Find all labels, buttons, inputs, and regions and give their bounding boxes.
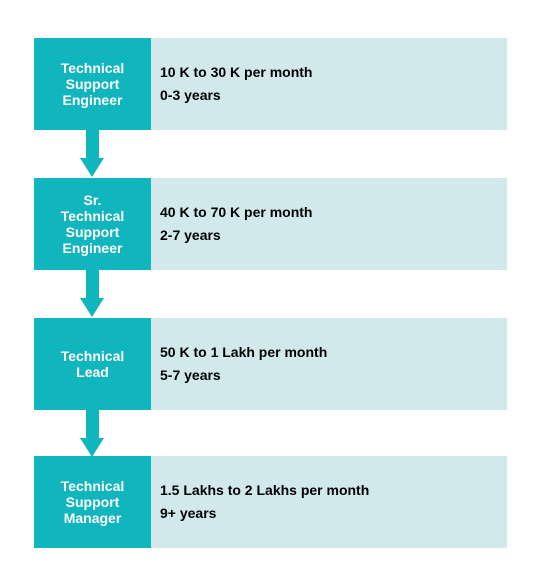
role-box: Technical Support Manager: [34, 456, 151, 548]
down-arrow-icon: [80, 270, 105, 318]
career-stage: Technical Lead 50 K to 1 Lakh per month …: [34, 318, 507, 410]
experience-text: 2-7 years: [160, 227, 221, 243]
career-stage: Sr. Technical Support Engineer 40 K to 7…: [34, 178, 507, 270]
info-box: 40 K to 70 K per month 2-7 years: [151, 178, 507, 270]
career-stage: Technical Support Manager 1.5 Lakhs to 2…: [34, 456, 507, 548]
role-box: Technical Lead: [34, 318, 151, 410]
career-stage: Technical Support Engineer 10 K to 30 K …: [34, 38, 507, 130]
salary-text: 40 K to 70 K per month: [160, 204, 313, 220]
experience-text: 9+ years: [160, 505, 217, 521]
down-arrow-icon: [80, 130, 105, 178]
role-box: Sr. Technical Support Engineer: [34, 178, 151, 270]
role-title: Technical Lead: [60, 348, 125, 380]
experience-text: 0-3 years: [160, 87, 221, 103]
down-arrow-icon: [80, 410, 105, 458]
role-title: Technical Support Manager: [60, 478, 125, 526]
role-title: Technical Support Engineer: [60, 60, 125, 108]
role-box: Technical Support Engineer: [34, 38, 151, 130]
salary-text: 1.5 Lakhs to 2 Lakhs per month: [160, 482, 370, 498]
salary-text: 50 K to 1 Lakh per month: [160, 344, 328, 360]
experience-text: 5-7 years: [160, 367, 221, 383]
role-title: Sr. Technical Support Engineer: [60, 192, 125, 256]
info-box: 10 K to 30 K per month 0-3 years: [151, 38, 507, 130]
salary-text: 10 K to 30 K per month: [160, 64, 313, 80]
info-box: 50 K to 1 Lakh per month 5-7 years: [151, 318, 507, 410]
info-box: 1.5 Lakhs to 2 Lakhs per month 9+ years: [151, 456, 507, 548]
